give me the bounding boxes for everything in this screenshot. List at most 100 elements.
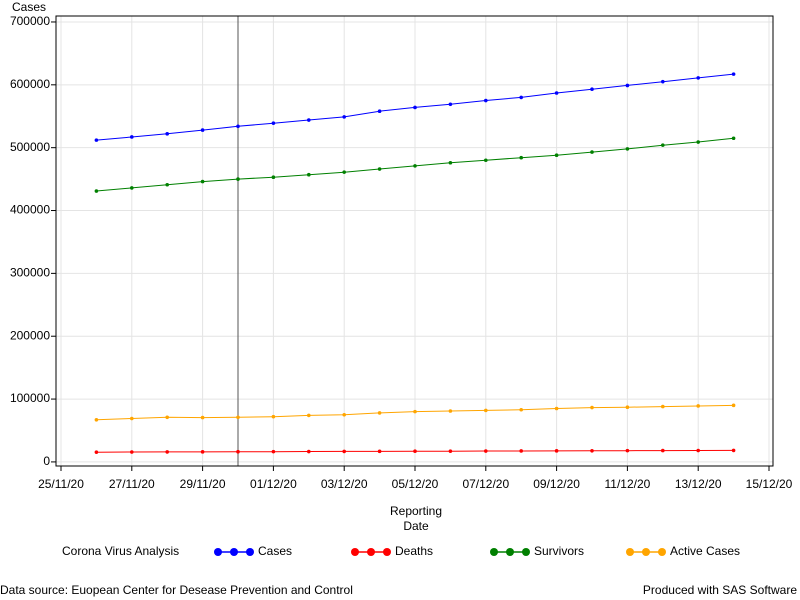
data-point	[731, 403, 736, 408]
data-point	[484, 98, 488, 103]
data-point	[731, 136, 736, 141]
x-tick-label: 27/11/20	[109, 477, 155, 491]
legend-marker	[246, 548, 254, 556]
footnote: Data source: Euopean Center for Desease …	[0, 583, 353, 597]
data-point	[554, 406, 559, 411]
legend-marker	[490, 548, 498, 556]
data-point	[590, 405, 594, 410]
data-point	[94, 418, 99, 422]
data-point	[661, 404, 665, 409]
data-point	[236, 449, 240, 454]
data-point	[271, 121, 276, 125]
legend-title: Corona Virus Analysis	[62, 544, 179, 558]
data-point	[448, 160, 453, 165]
data-point	[342, 412, 347, 417]
legend-label: Cases	[258, 544, 292, 558]
y-tick-label: 200000	[10, 328, 50, 342]
x-tick-label: 29/11/20	[180, 477, 226, 491]
data-point	[200, 128, 205, 132]
y-tick-label: 300000	[10, 266, 50, 280]
data-point	[661, 79, 665, 84]
y-tick-label: 600000	[10, 77, 50, 91]
data-point	[625, 147, 630, 151]
data-point	[342, 170, 347, 174]
data-point	[165, 132, 169, 136]
y-tick-label: 400000	[10, 203, 50, 217]
legend-marker	[642, 548, 650, 556]
data-point	[661, 448, 665, 453]
data-point	[625, 405, 630, 410]
data-point	[200, 415, 205, 420]
y-tick-label: 500000	[10, 140, 50, 154]
data-point	[165, 182, 169, 187]
data-point	[413, 105, 417, 110]
data-point	[271, 449, 276, 454]
data-point	[554, 153, 559, 158]
data-point	[130, 135, 134, 139]
legend-marker	[367, 548, 375, 556]
legend-marker	[626, 548, 634, 556]
data-point	[661, 143, 665, 147]
data-point	[377, 109, 382, 114]
legend-marker	[383, 548, 391, 556]
data-point	[236, 124, 240, 129]
data-point	[590, 150, 594, 154]
data-point	[554, 91, 559, 95]
y-tick-label: 100000	[10, 391, 50, 405]
legend-label: Deaths	[395, 544, 433, 558]
data-point	[236, 177, 240, 181]
legend-marker	[230, 548, 238, 556]
data-point	[165, 450, 169, 454]
x-axis-label: Date	[403, 519, 429, 533]
x-tick-label: 25/11/20	[38, 477, 84, 491]
legend-marker	[522, 548, 530, 556]
data-point	[307, 118, 311, 122]
x-tick-label: 09/12/20	[533, 477, 580, 491]
data-point	[413, 164, 417, 168]
x-tick-label: 03/12/20	[321, 477, 368, 491]
legend-marker	[506, 548, 514, 556]
data-point	[590, 448, 594, 453]
data-point	[484, 158, 488, 163]
data-point	[625, 448, 630, 453]
legend-marker	[214, 548, 222, 556]
data-point	[731, 72, 736, 76]
data-point	[519, 407, 523, 412]
data-point	[413, 409, 417, 414]
data-point	[377, 411, 382, 415]
data-point	[696, 140, 700, 144]
data-point	[307, 413, 311, 418]
data-point	[519, 155, 523, 160]
legend-marker	[658, 548, 666, 556]
plot-frame	[55, 15, 774, 467]
y-tick-label: 700000	[10, 14, 50, 28]
data-point	[625, 83, 630, 88]
data-point	[342, 115, 347, 119]
data-point	[94, 138, 99, 142]
data-point	[307, 172, 311, 177]
x-axis-label: Reporting	[390, 504, 442, 518]
data-point	[271, 414, 276, 419]
data-point	[554, 449, 559, 453]
data-point	[519, 95, 523, 100]
data-point	[484, 449, 488, 453]
legend-label: Active Cases	[670, 544, 740, 558]
footnote: Produced with SAS Software	[643, 583, 797, 597]
data-point	[590, 87, 594, 92]
data-point	[165, 415, 169, 420]
data-point	[130, 416, 134, 421]
x-tick-label: 11/12/20	[604, 477, 650, 491]
data-point	[342, 449, 347, 454]
data-point	[448, 102, 453, 107]
legend-label: Survivors	[534, 544, 584, 558]
y-axis-label: Cases	[12, 0, 46, 14]
data-point	[377, 167, 382, 171]
x-tick-label: 07/12/20	[462, 477, 509, 491]
data-point	[413, 449, 417, 454]
y-tick-label: 0	[43, 454, 50, 468]
data-point	[448, 409, 453, 413]
x-tick-label: 13/12/20	[675, 477, 722, 491]
data-point	[130, 450, 134, 454]
